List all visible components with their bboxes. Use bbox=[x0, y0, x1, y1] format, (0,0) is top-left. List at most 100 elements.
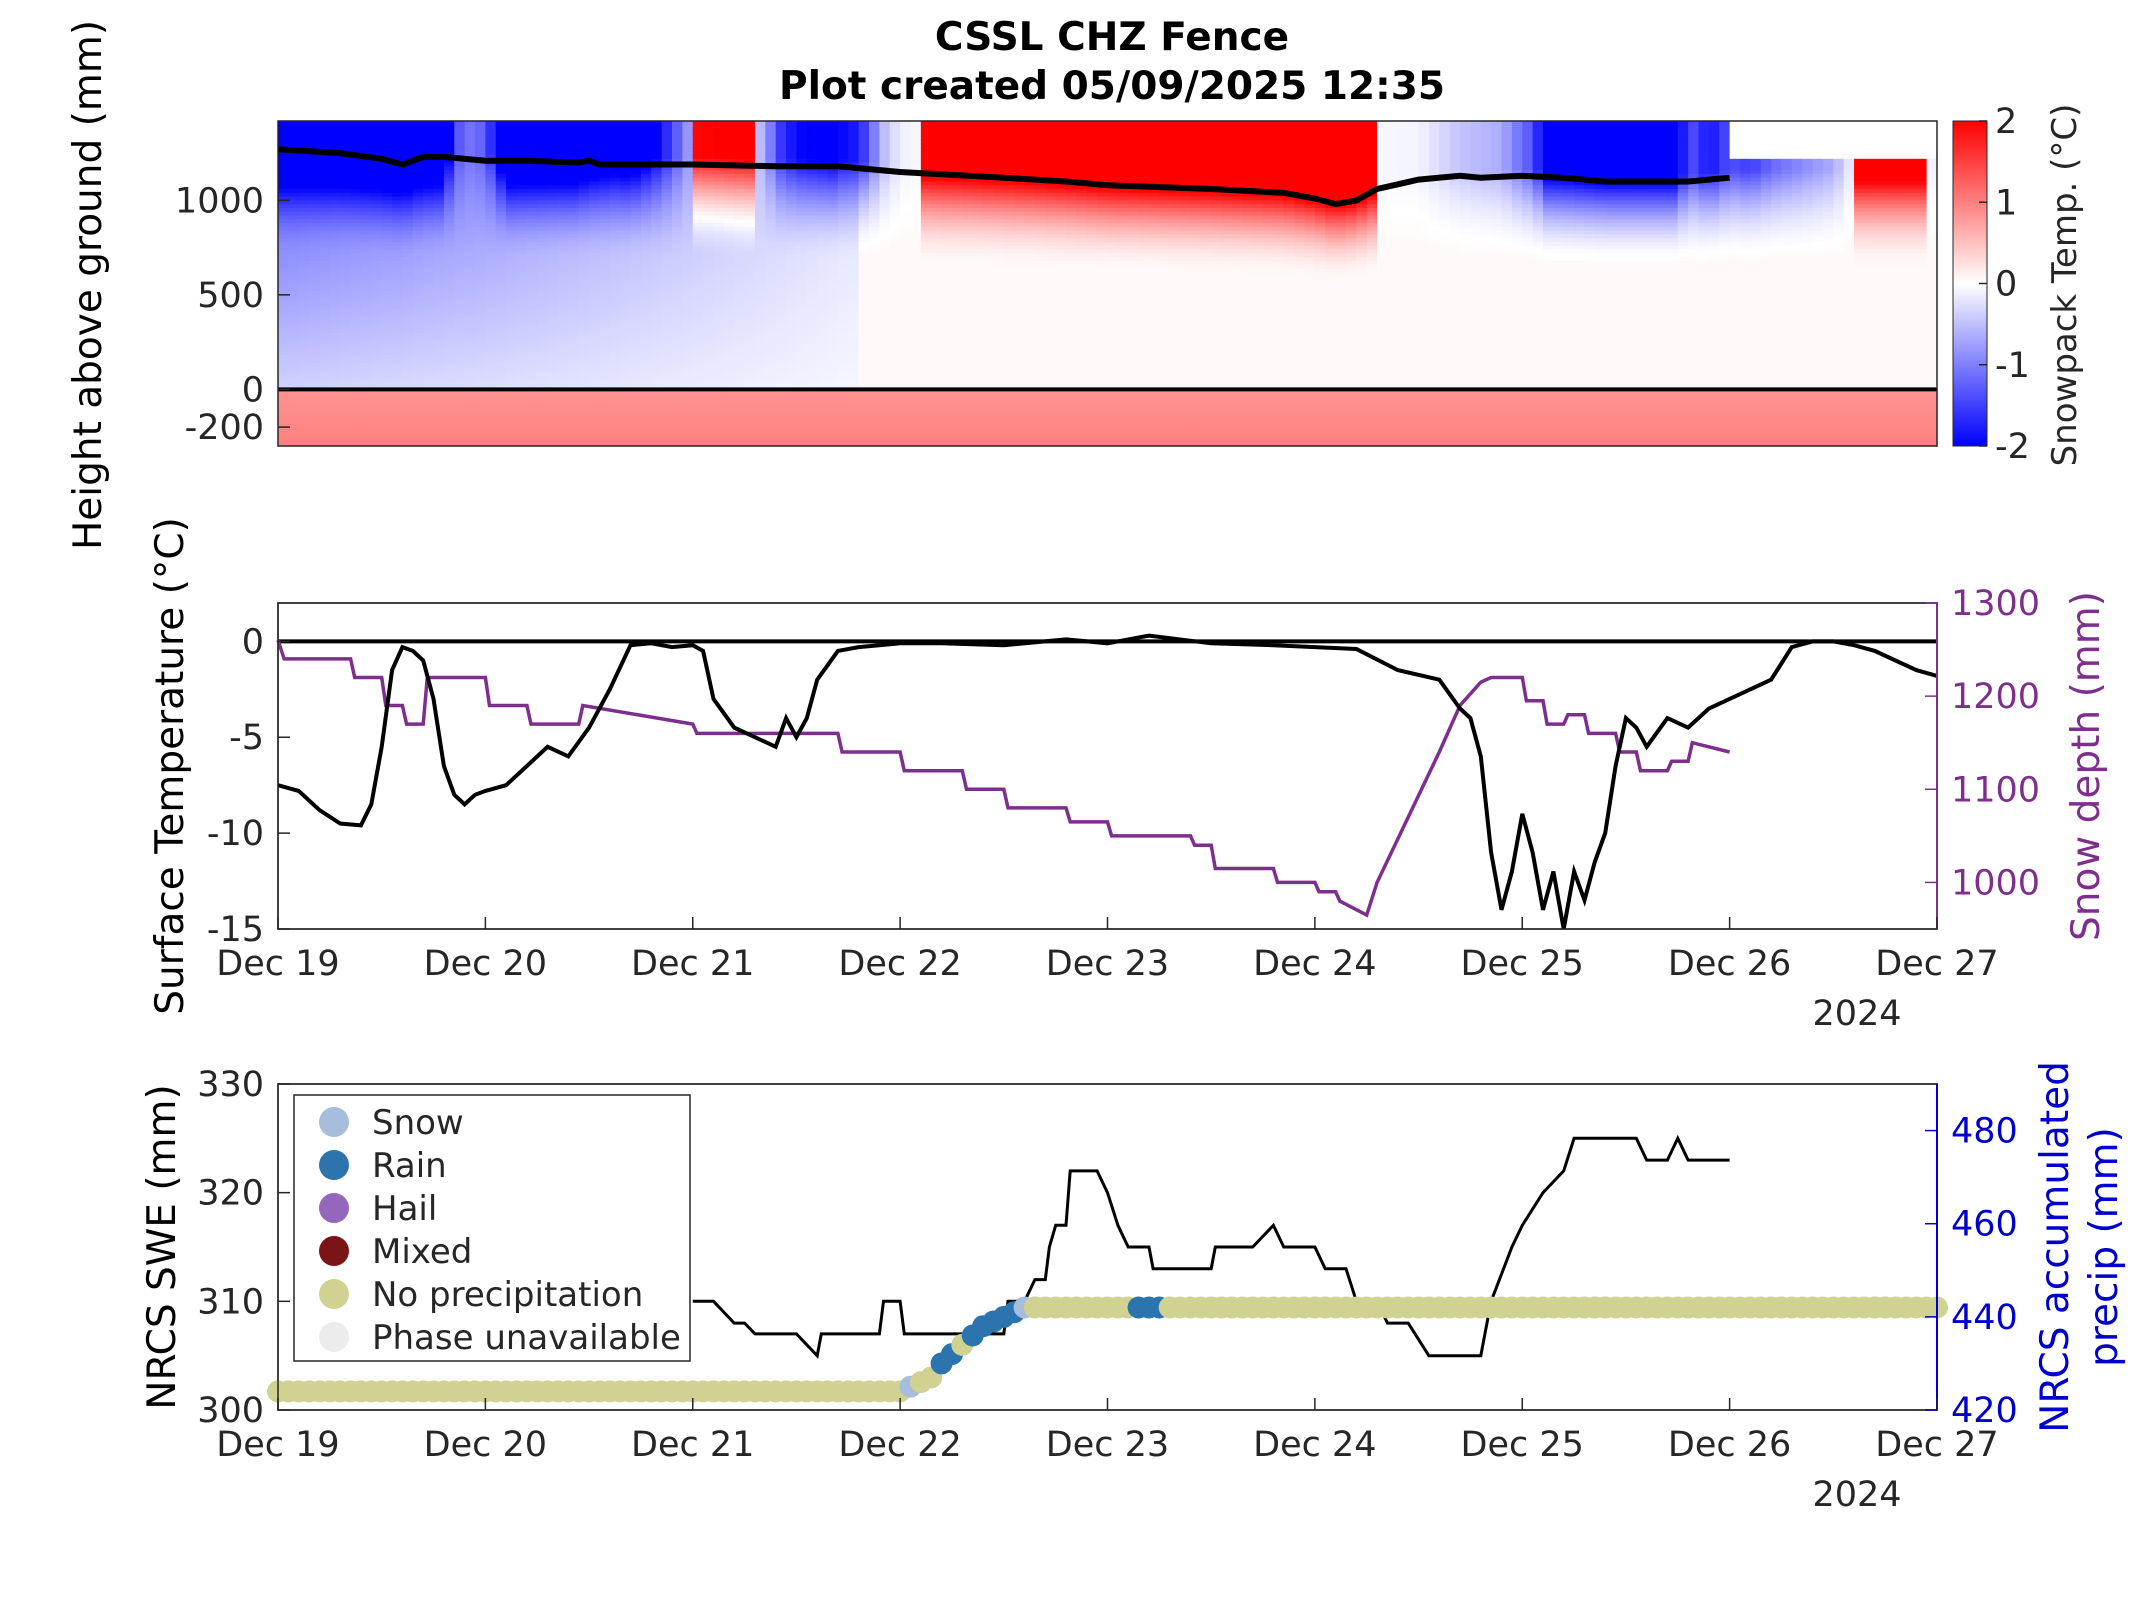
heatmap-cell bbox=[568, 181, 580, 186]
heatmap-cell bbox=[350, 411, 362, 417]
heatmap-cell bbox=[723, 211, 735, 217]
heatmap-cell bbox=[526, 238, 538, 243]
heatmap-cell bbox=[485, 264, 497, 269]
heatmap-cell bbox=[703, 124, 715, 130]
heatmap-cell bbox=[537, 162, 549, 167]
heatmap-cell bbox=[682, 351, 694, 356]
heatmap-cell bbox=[547, 275, 559, 281]
heatmap-cell bbox=[412, 238, 424, 243]
heatmap-cell bbox=[765, 132, 777, 137]
heatmap-cell bbox=[423, 336, 435, 341]
heatmap-cell bbox=[568, 419, 580, 424]
heatmap-cell bbox=[402, 396, 414, 402]
heatmap-cell bbox=[329, 370, 341, 375]
heatmap-cell bbox=[651, 434, 663, 440]
heatmap-cell bbox=[485, 166, 497, 171]
heatmap-cell bbox=[620, 223, 632, 228]
heatmap-cell bbox=[734, 355, 746, 360]
heatmap-cell bbox=[381, 430, 393, 436]
heatmap-cell bbox=[288, 166, 300, 171]
heatmap-cell bbox=[350, 442, 362, 447]
heatmap-cell bbox=[350, 381, 362, 387]
heatmap-cell bbox=[869, 151, 880, 156]
heatmap-cell bbox=[786, 215, 798, 220]
heatmap-cell bbox=[485, 230, 497, 235]
heatmap-cell bbox=[506, 434, 518, 440]
heatmap-cell bbox=[288, 347, 300, 353]
heatmap-cell bbox=[381, 321, 393, 326]
heatmap-cell bbox=[433, 223, 445, 228]
heatmap-cell bbox=[475, 215, 486, 220]
heatmap-cell bbox=[765, 207, 777, 213]
heatmap-cell bbox=[309, 442, 321, 447]
heatmap-cell bbox=[744, 241, 756, 247]
heatmap-cell bbox=[309, 200, 321, 205]
heatmap-cell bbox=[360, 351, 372, 356]
heatmap-cell bbox=[350, 370, 362, 375]
heatmap-cell bbox=[661, 294, 673, 300]
heatmap-cell bbox=[433, 404, 445, 409]
heatmap-cell bbox=[485, 196, 497, 201]
heatmap-cell bbox=[734, 215, 746, 220]
heatmap-cell bbox=[713, 317, 725, 322]
heatmap-cell bbox=[402, 189, 414, 194]
heatmap-cell bbox=[661, 170, 673, 175]
heatmap-cell bbox=[609, 366, 621, 372]
heatmap-cell bbox=[578, 207, 590, 213]
heatmap-cell bbox=[392, 219, 404, 224]
heatmap-cell bbox=[723, 219, 735, 224]
heatmap-cell bbox=[340, 351, 352, 356]
heatmap-cell bbox=[329, 434, 341, 440]
heatmap-cell bbox=[682, 155, 694, 160]
heatmap-cell bbox=[682, 370, 694, 375]
heatmap-cell bbox=[360, 147, 372, 152]
heatmap-cell bbox=[869, 302, 880, 307]
heatmap-cell bbox=[765, 366, 777, 372]
heatmap-cell bbox=[402, 234, 414, 239]
heatmap-cell bbox=[682, 393, 694, 398]
heatmap-cell bbox=[433, 181, 445, 186]
heatmap-cell bbox=[454, 234, 466, 239]
heatmap-cell bbox=[713, 328, 725, 334]
heatmap-cell bbox=[651, 249, 663, 254]
heatmap-cell bbox=[744, 306, 756, 311]
heatmap-cell bbox=[661, 260, 673, 266]
heatmap-cell bbox=[340, 291, 352, 296]
heatmap-cell bbox=[786, 377, 798, 383]
heatmap-cell bbox=[506, 204, 518, 209]
heatmap-cell bbox=[630, 430, 642, 436]
heatmap-cell bbox=[412, 151, 424, 156]
heatmap-cell bbox=[817, 189, 829, 194]
heatmap-cell bbox=[723, 139, 735, 145]
heatmap-cell bbox=[817, 298, 829, 303]
heatmap-cell bbox=[682, 313, 694, 319]
heatmap-cell bbox=[547, 226, 559, 232]
heatmap-cell bbox=[537, 351, 549, 356]
heatmap-cell bbox=[817, 245, 829, 251]
heatmap-cell bbox=[423, 207, 435, 213]
heatmap-cell bbox=[620, 260, 632, 266]
heatmap-cell bbox=[796, 245, 808, 251]
heatmap-cell bbox=[672, 132, 683, 137]
heatmap-cell bbox=[537, 136, 549, 141]
heatmap-cell bbox=[278, 287, 289, 292]
heatmap-cell bbox=[734, 336, 746, 341]
heatmap-cell bbox=[423, 170, 435, 175]
heatmap-cell bbox=[796, 230, 808, 235]
heatmap-cell bbox=[765, 177, 777, 183]
heatmap-cell bbox=[423, 249, 435, 254]
heatmap-cell bbox=[568, 143, 580, 149]
heatmap-cell bbox=[703, 415, 715, 421]
heatmap-cell bbox=[682, 249, 694, 254]
heatmap-cell bbox=[775, 400, 787, 406]
heatmap-cell bbox=[796, 377, 808, 383]
heatmap-cell bbox=[557, 257, 569, 262]
heatmap-cell bbox=[371, 245, 383, 251]
heatmap-cell bbox=[713, 313, 725, 319]
heatmap-cell bbox=[806, 366, 818, 372]
heatmap-cell bbox=[672, 147, 683, 152]
heatmap-cell bbox=[526, 291, 538, 296]
heatmap-cell bbox=[392, 419, 404, 424]
heatmap-cell bbox=[796, 151, 808, 156]
